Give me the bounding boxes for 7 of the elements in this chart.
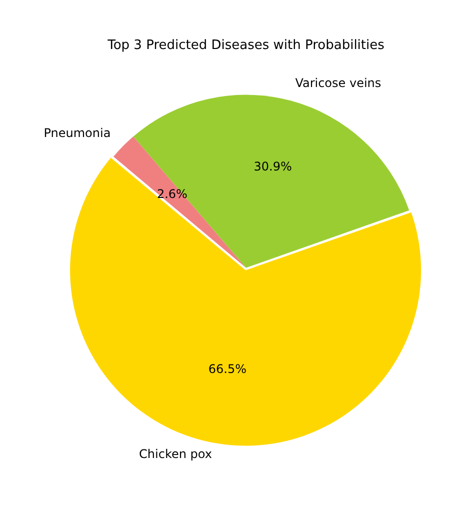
slice-label: Chicken pox (139, 447, 212, 462)
slice-label: Pneumonia (44, 126, 111, 140)
data-label: 2.6% (156, 186, 188, 201)
slice-label: Varicose veins (295, 76, 382, 90)
chart-title: Top 3 Predicted Diseases with Probabilities (106, 38, 385, 54)
data-label: 66.5% (208, 362, 247, 376)
data-label: 30.9% (254, 160, 292, 174)
